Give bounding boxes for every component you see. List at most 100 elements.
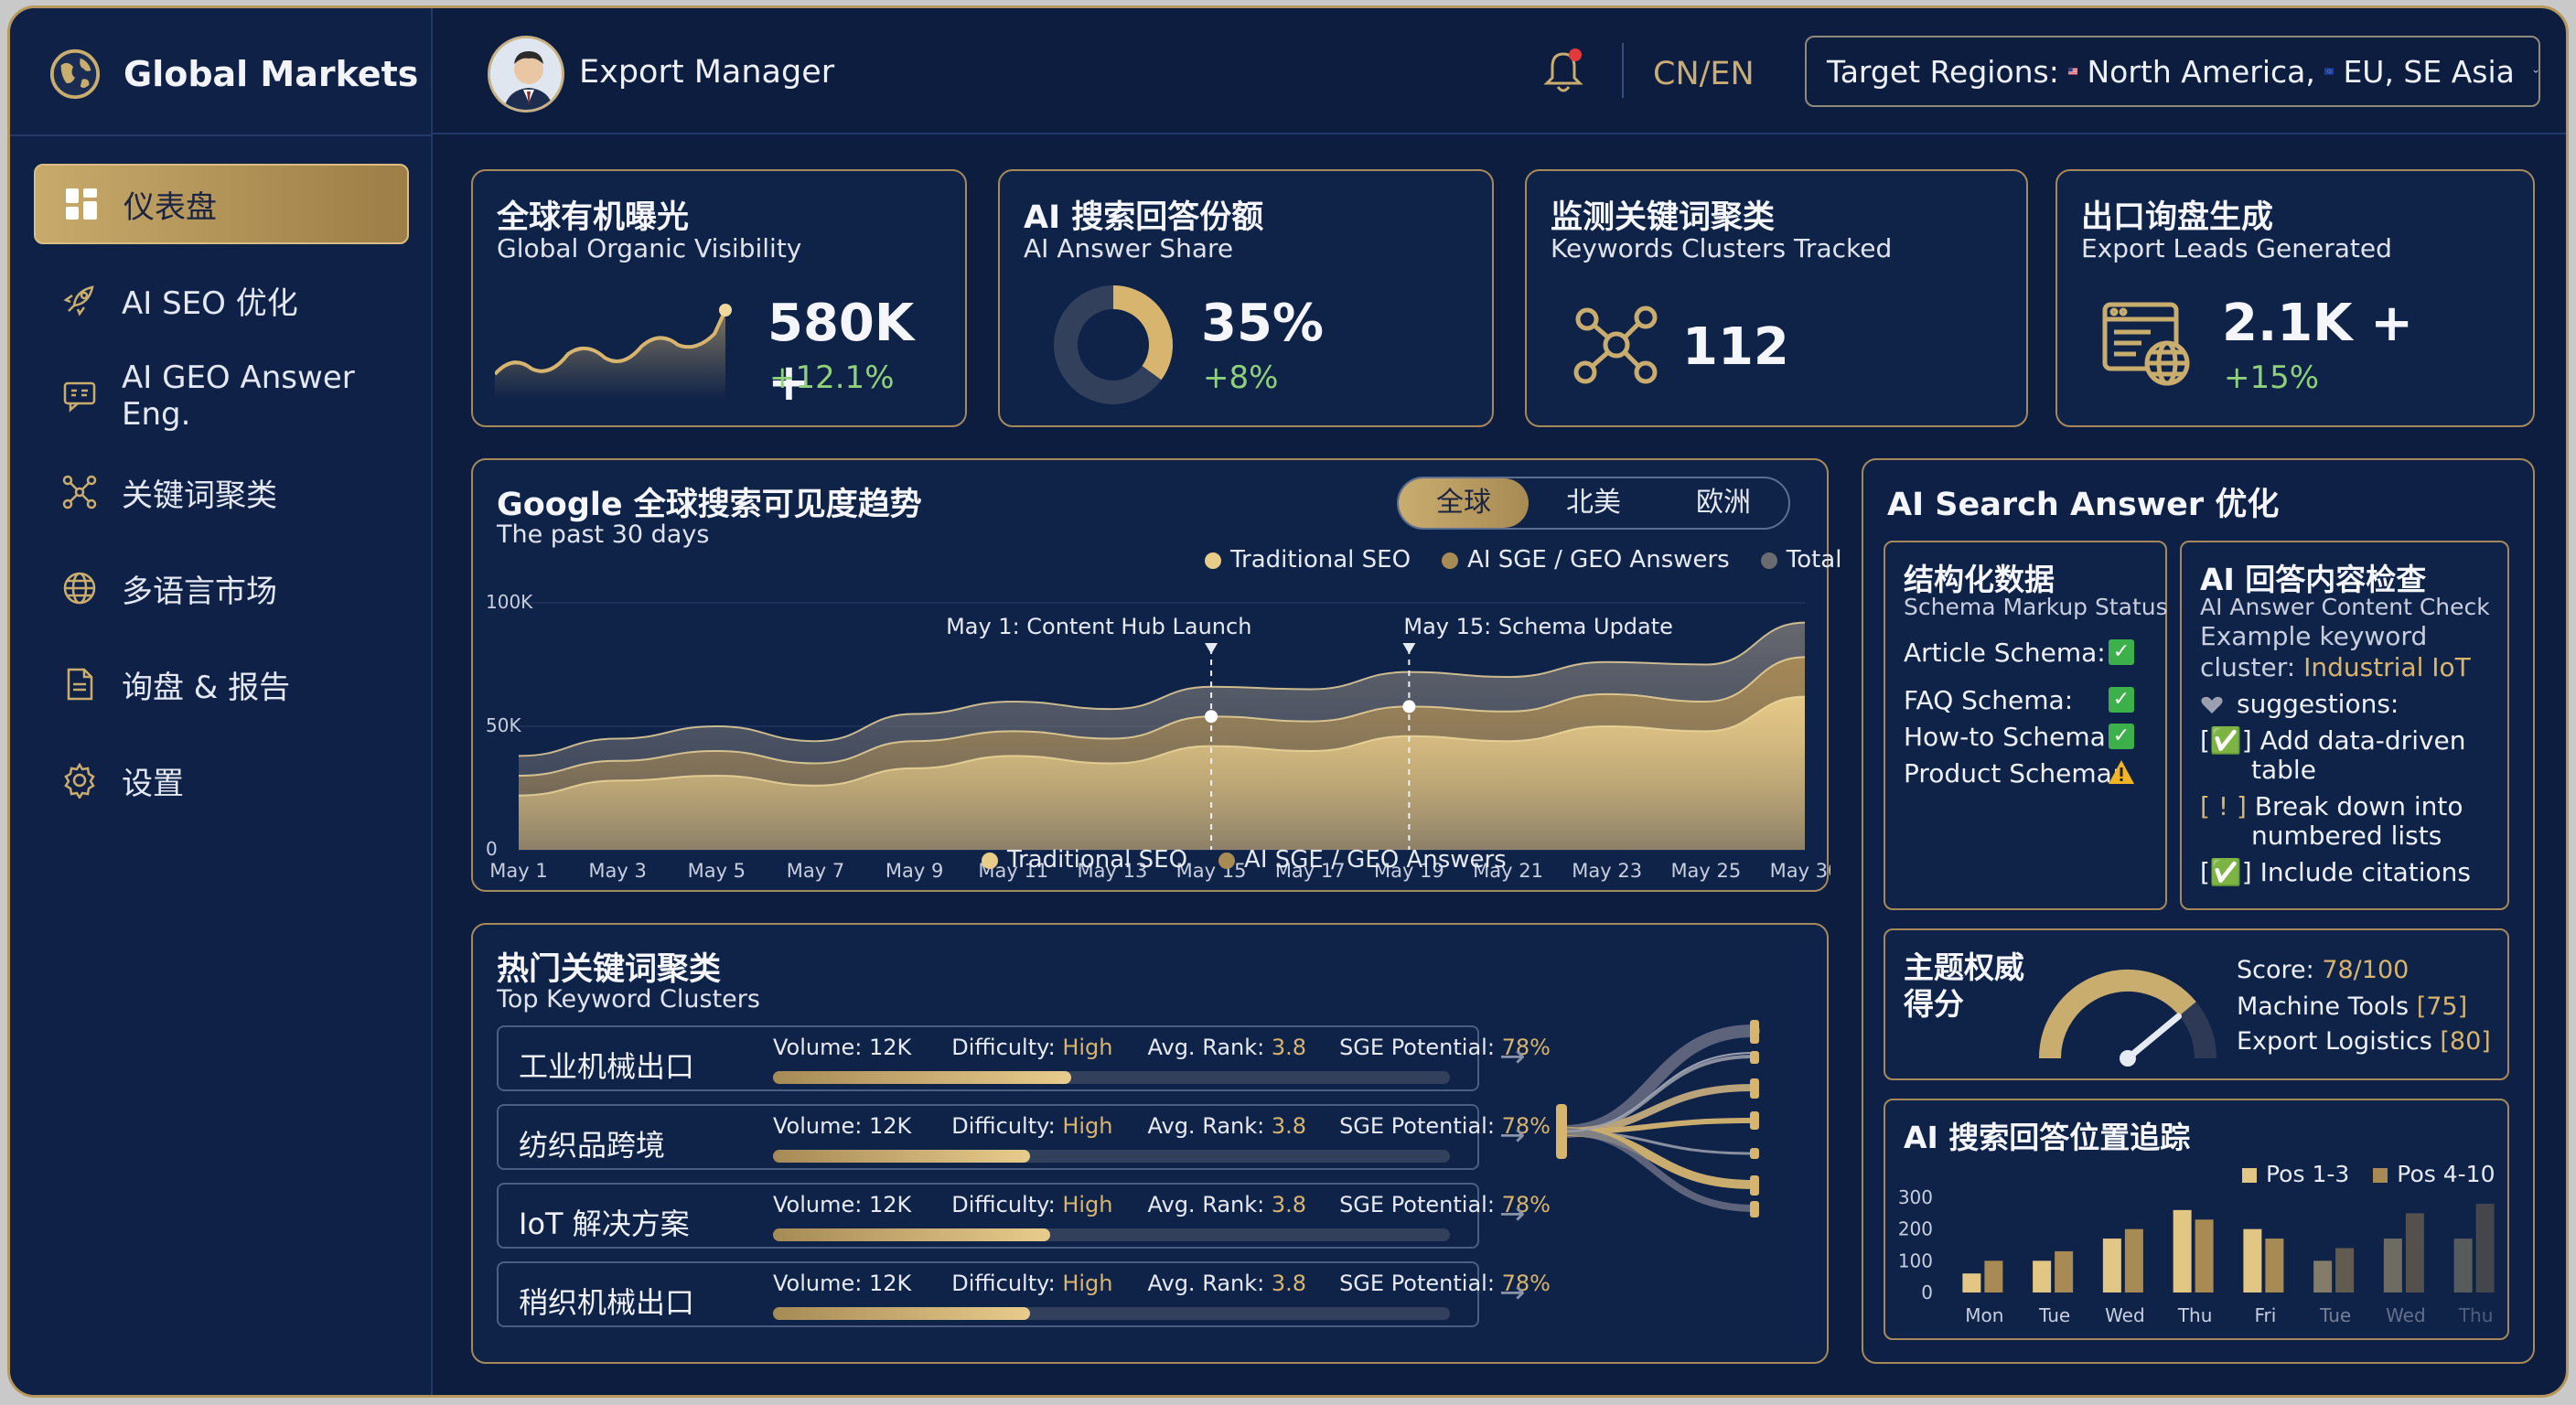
- x-tick-label: May 23: [1572, 860, 1642, 882]
- warning-icon: [2109, 760, 2134, 784]
- panel-subtitle: The past 30 days: [497, 520, 710, 549]
- panel-title: AI Search Answer 优化: [1887, 487, 2280, 523]
- kpi-subtitle: Export Leads Generated: [2081, 233, 2392, 263]
- sidebar-item-ai-geo[interactable]: AI GEO Answer Eng.: [34, 356, 409, 436]
- bar-pos-4-10: [2124, 1228, 2143, 1292]
- x-tick-label: May 1: [489, 860, 547, 882]
- sidebar-item-label: 询盘 & 报告: [122, 669, 291, 706]
- panel-subtitle: Top Keyword Clusters: [497, 985, 760, 1014]
- ai-share-donut: [1054, 285, 1173, 404]
- x-tick-label: May 25: [1670, 860, 1741, 882]
- x-tick-label: May 30: [1770, 860, 1830, 882]
- kpi-clusters-card[interactable]: 监测关键词聚类 Keywords Clusters Tracked 112: [1525, 169, 2028, 427]
- user-avatar-icon: [490, 38, 562, 110]
- bar-pos-4-10: [2265, 1239, 2284, 1292]
- ai-search-panel: AI Search Answer 优化 结构化数据 Schema Markup …: [1862, 458, 2535, 1364]
- language-toggle[interactable]: CN/EN: [1653, 56, 1755, 92]
- brand[interactable]: Global Markets: [48, 41, 418, 107]
- keyword-cluster-row[interactable]: 纺织品跨境 Volume: 12K Difficulty: High Avg. Ran…: [497, 1104, 1551, 1170]
- x-tick-label: May 7: [787, 860, 844, 882]
- sidebar-item-multilingual[interactable]: 多语言市场: [34, 548, 409, 628]
- chart-legend-top: Traditional SEO AI SGE / GEO Answers Tot…: [1205, 546, 1841, 574]
- kpi-title: AI 搜索回答份额: [1024, 199, 1264, 236]
- x-tick-label: Tue: [2038, 1304, 2070, 1326]
- x-tick-label: May 17: [1275, 860, 1346, 882]
- annotation-marker: [1402, 643, 1416, 654]
- bar-pos-1-3: [2383, 1239, 2402, 1292]
- y-tick-label: 50K: [486, 714, 521, 736]
- legend-item-total: Total: [1760, 546, 1841, 574]
- visibility-trend-panel: Google 全球搜索可见度趋势 The past 30 days 全球 北美 …: [471, 458, 1841, 892]
- sge-potential-bar: [773, 1228, 1450, 1241]
- x-tick-label: Wed: [2386, 1304, 2426, 1326]
- schema-row-howto: How-to Schema: ✓: [1904, 722, 2134, 752]
- schema-status-card: 结构化数据 Schema Markup Status Article Schem…: [1884, 541, 2168, 910]
- keyword-cluster-name: 纺织品跨境: [519, 1128, 666, 1163]
- gear-icon: [64, 762, 95, 799]
- bar-pos-1-3: [2313, 1260, 2333, 1292]
- position-bar-chart: 300 200 100 0 Mon Tue Wed Thu Fri Tue Wed Thu: [1898, 1186, 2495, 1326]
- sidebar-item-label: 关键词聚类: [122, 477, 277, 514]
- bar-pos-1-3: [2173, 1209, 2192, 1292]
- legend-pos-1-3: Pos 1-3: [2242, 1161, 2349, 1187]
- kpi-delta: +15%: [2224, 359, 2320, 396]
- bar-pos-4-10: [1984, 1260, 2003, 1292]
- arrow-right-icon: →: [1499, 1196, 1526, 1232]
- kpi-value: 580K +: [767, 294, 915, 413]
- kpi-delta: +12.1%: [769, 359, 895, 396]
- tab-europe[interactable]: 欧洲: [1696, 487, 1751, 519]
- keyword-cluster-row[interactable]: 工业机械出口 Volume: 12K Difficulty: High Avg. Ra…: [497, 1025, 1551, 1091]
- header-divider: [1622, 43, 1624, 98]
- bell-icon[interactable]: [1541, 47, 1585, 96]
- x-tick-label: Thu: [2458, 1304, 2494, 1326]
- sidebar-item-keyword-clusters[interactable]: 关键词聚类: [34, 452, 409, 532]
- bar-pos-1-3: [2243, 1228, 2262, 1292]
- kpi-leads-card[interactable]: 出口询盘生成 Export Leads Generated 2.1K + +15…: [2055, 169, 2535, 427]
- kpi-title: 出口询盘生成: [2081, 199, 2274, 236]
- sge-potential-bar: [773, 1150, 1450, 1163]
- legend-pos-4-10: Pos 4-10: [2373, 1161, 2496, 1187]
- authority-gauge-arc: [2039, 969, 2196, 1059]
- arrow-right-icon: →: [1499, 1038, 1526, 1075]
- avatar[interactable]: [488, 36, 564, 113]
- area-traditional-seo: [519, 696, 1805, 850]
- kpi-title: 全球有机曝光: [497, 199, 690, 236]
- sidebar-item-reports[interactable]: 询盘 & 报告: [34, 644, 409, 724]
- sidebar-item-ai-seo[interactable]: AI SEO 优化: [34, 260, 409, 340]
- line-ai-sge-geo-answers: [518, 656, 1806, 777]
- bar-pos-4-10: [2195, 1219, 2214, 1292]
- kpi-title: 监测关键词聚类: [1551, 199, 1776, 236]
- x-tick-label: May 13: [1078, 860, 1148, 882]
- chat-icon: [63, 381, 96, 413]
- topic-authority-card: 主题权威 得分 Score: 78/100 Machine Tools [75]…: [1884, 928, 2509, 1080]
- target-regions-select[interactable]: Target Regions: North America, EU, SE As…: [1805, 36, 2540, 107]
- sidebar-item-dashboard[interactable]: 仪表盘: [34, 164, 409, 244]
- cluster-flow-diagram: [1556, 1020, 1760, 1217]
- region-eu-se-asia: EU, SE Asia: [2343, 53, 2515, 90]
- browser-globe-icon: [2102, 302, 2190, 386]
- sidebar: Global Markets 仪表盘 AI SEO 优化 AI GEO Answ…: [10, 8, 433, 1395]
- kpi-ai-share-card[interactable]: AI 搜索回答份额 AI Answer Share 35% +8%: [998, 169, 1494, 427]
- suggestion-item: [ ! ] Break down into: [2200, 791, 2463, 821]
- bar-pos-1-3: [2033, 1260, 2052, 1292]
- x-tick-label: Wed: [2105, 1304, 2145, 1326]
- line-traditional-seo: [518, 695, 1806, 797]
- arrow-right-icon: →: [1499, 1274, 1526, 1311]
- tab-global[interactable]: 全球: [1399, 478, 1529, 528]
- tab-north-america[interactable]: 北美: [1566, 487, 1621, 519]
- annotation-point: [1402, 700, 1416, 713]
- keyword-cluster-row[interactable]: IoT 解决方案 Volume: 12K Difficulty: High Avg. …: [497, 1183, 1551, 1249]
- sparkline-chart: [495, 304, 732, 400]
- legend-item-traditional-seo: Traditional SEO: [982, 846, 1187, 874]
- y-tick-label: 0: [486, 838, 498, 860]
- kpi-delta: +8%: [1203, 359, 1279, 396]
- sidebar-item-settings[interactable]: 设置: [34, 740, 409, 820]
- keyword-cluster-name: 工业机械出口: [519, 1049, 695, 1084]
- bar-pos-4-10: [2405, 1213, 2424, 1292]
- kpi-visibility-card[interactable]: 全球有机曝光 Global Organic Visibility 580K + …: [471, 169, 967, 427]
- position-tracking-card: AI 搜索回答位置追踪 Pos 1-3 Pos 4-10 300 200 100 0 M…: [1884, 1099, 2509, 1340]
- bar-pos-1-3: [2102, 1239, 2121, 1292]
- check-icon: ✓: [2109, 639, 2134, 665]
- schema-row-product: Product Schema:: [1904, 758, 2134, 788]
- keyword-cluster-row[interactable]: 稍织机械出口 Volume: 12K Difficulty: High Avg. Ra…: [497, 1261, 1551, 1327]
